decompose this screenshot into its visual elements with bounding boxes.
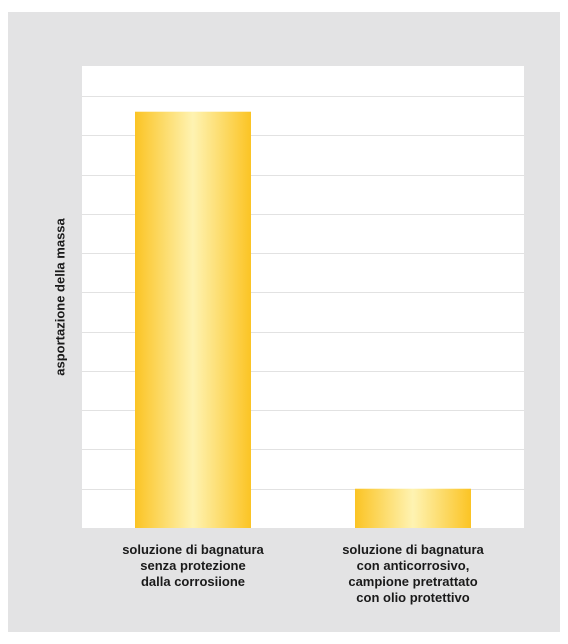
x-category-line: con anticorrosivo,: [356, 558, 470, 573]
bar-1: [135, 111, 251, 528]
y-axis-label: asportazione della massa: [52, 218, 68, 376]
bar-2: [355, 488, 471, 528]
x-category-line: soluzione di bagnatura: [122, 542, 264, 557]
x-category-line: senza protezione: [140, 558, 246, 573]
x-category-line: con olio protettivo: [356, 590, 470, 605]
x-category-line: soluzione di bagnatura: [342, 542, 484, 557]
x-category-label-2: soluzione di bagnatura con anticorrosivo,…: [293, 542, 533, 606]
x-category-line: dalla corrosiione: [140, 574, 246, 589]
x-category-line: campione pretrattato: [348, 574, 478, 589]
x-category-label-1: soluzione di bagnatura senza protezione da…: [73, 542, 313, 590]
